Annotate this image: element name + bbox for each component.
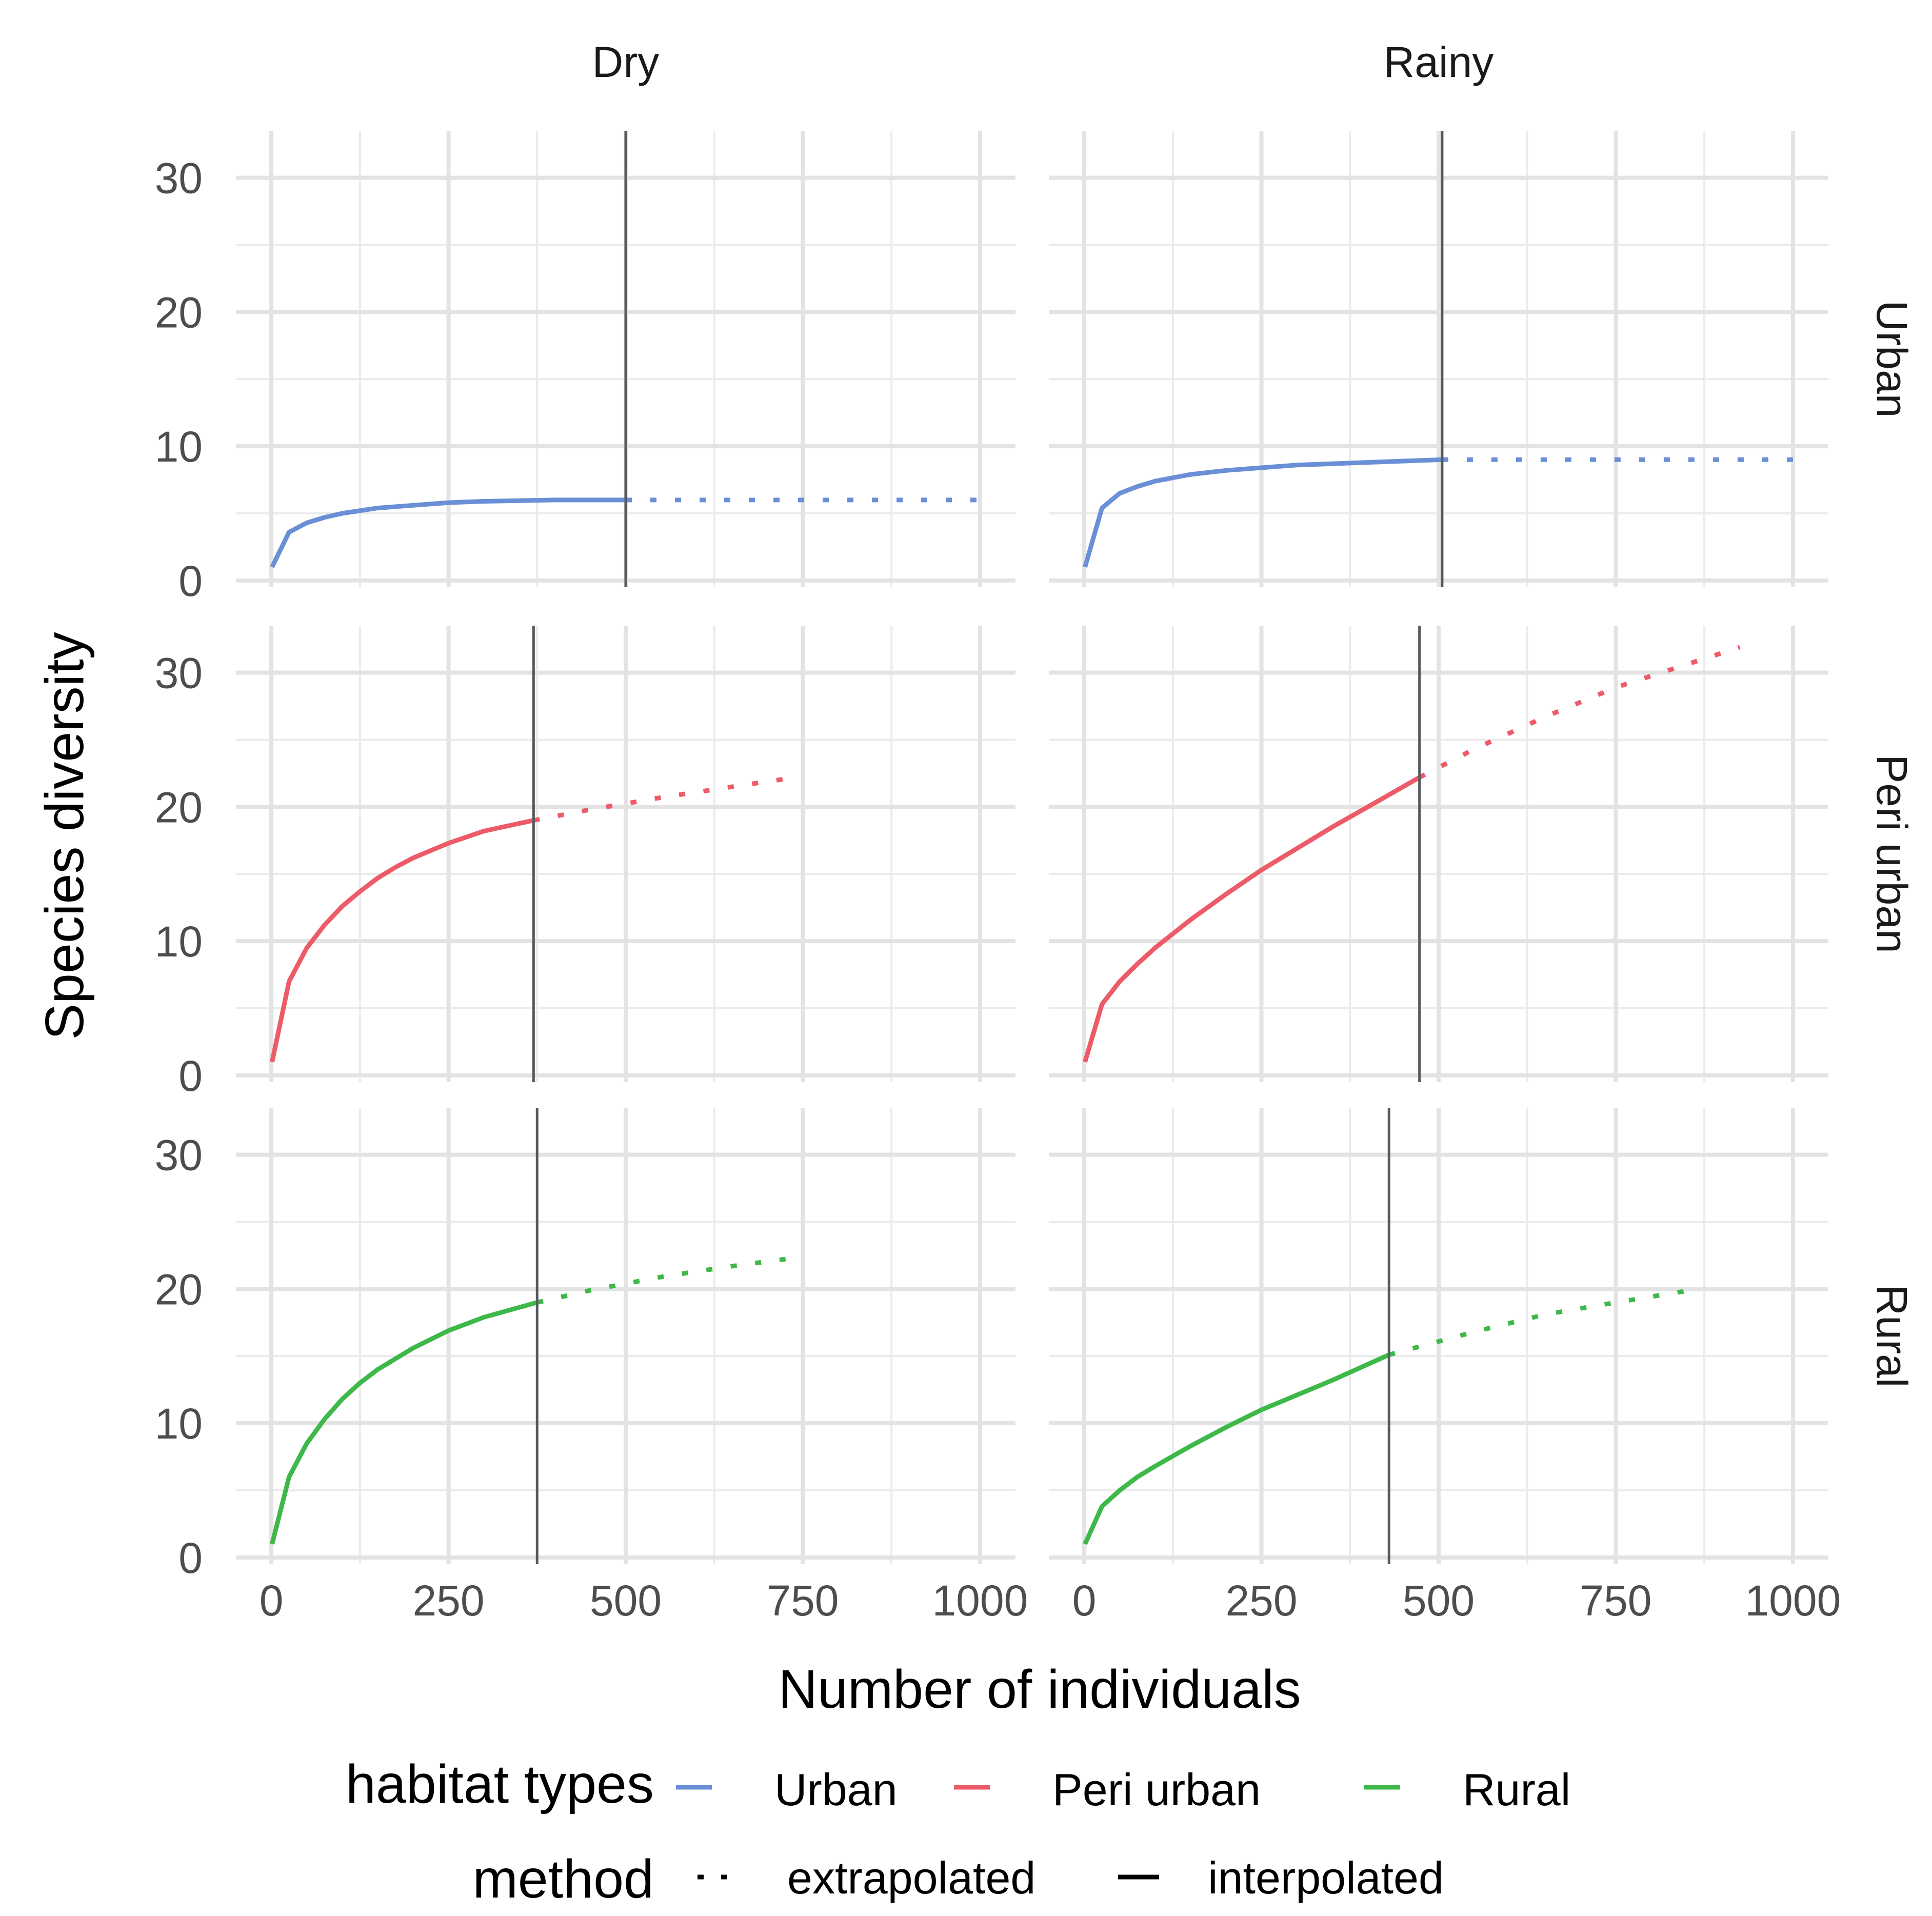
- x-tick-label: 500: [590, 1576, 662, 1625]
- extrapolated-curve: [533, 775, 796, 823]
- y-tick-label: 0: [178, 1534, 203, 1582]
- x-tick-label: 0: [1072, 1576, 1097, 1625]
- y-tick-label: 10: [155, 917, 203, 966]
- panel-dry-rural: [236, 1108, 1015, 1564]
- strip-rural: Rural: [1868, 1285, 1916, 1388]
- panel-dry-urban: [236, 131, 1015, 587]
- y-tick-label: 0: [178, 557, 203, 605]
- x-tick-label: 1000: [1745, 1576, 1841, 1625]
- y-axis-title: Species diversity: [34, 632, 95, 1040]
- y-tick-label: 10: [155, 1400, 203, 1448]
- legend-title-method: method: [472, 1849, 654, 1909]
- y-tick-label: 30: [155, 154, 203, 203]
- interpolated-curve: [270, 497, 626, 568]
- x-tick-label: 250: [412, 1576, 484, 1625]
- strip-peri-urban: Peri urban: [1868, 754, 1916, 953]
- facet-panels: [236, 131, 1828, 1564]
- legend-label-urban: Urban: [774, 1764, 898, 1815]
- interpolated-curve: [1083, 775, 1421, 1063]
- interpolated-curve: [1083, 1352, 1390, 1545]
- x-tick-label: 500: [1403, 1576, 1475, 1625]
- y-tick-label: 20: [155, 288, 203, 336]
- axis-tick-labels: 0 10 20 30 0 10 20 30 0 10 20 30 0 250 500 750 1000 0 250 5…: [155, 154, 1841, 1625]
- legend: habitat types Urban Peri urban Rural method e…: [346, 1754, 1570, 1909]
- x-tick-label: 1000: [932, 1576, 1028, 1625]
- y-tick-label: 20: [155, 1265, 203, 1313]
- interpolated-curve: [270, 1300, 538, 1545]
- x-tick-label: 250: [1225, 1576, 1297, 1625]
- y-tick-label: 10: [155, 423, 203, 471]
- interpolated-curve: [1083, 457, 1443, 568]
- panel-dry-peri-urban: [236, 626, 1015, 1082]
- x-tick-label: 0: [260, 1576, 284, 1625]
- y-tick-label: 30: [155, 1131, 203, 1180]
- panel-rainy-peri-urban: [1049, 626, 1828, 1082]
- x-tick-label: 750: [767, 1576, 839, 1625]
- legend-label-extrapolated: extrapolated: [787, 1852, 1035, 1903]
- extrapolated-curve: [1418, 645, 1741, 780]
- strip-dry: Dry: [592, 38, 660, 86]
- facet-strips: Dry Rainy Urban Peri urban Rural: [592, 38, 1916, 1387]
- interpolated-curve: [270, 818, 534, 1063]
- y-tick-label: 30: [155, 649, 203, 697]
- y-tick-label: 20: [155, 783, 203, 831]
- strip-rainy: Rainy: [1384, 38, 1494, 86]
- legend-label-interpolated: interpolated: [1208, 1852, 1444, 1903]
- strip-urban: Urban: [1868, 301, 1916, 418]
- panel-rainy-urban: [1049, 131, 1828, 587]
- extrapolated-curve: [536, 1254, 804, 1305]
- legend-label-peri-urban: Peri urban: [1052, 1764, 1261, 1815]
- legend-title-habitat: habitat types: [346, 1754, 654, 1814]
- legend-label-rural: Rural: [1463, 1764, 1570, 1815]
- y-tick-label: 0: [178, 1052, 203, 1100]
- panel-rainy-rural: [1049, 1108, 1828, 1564]
- extrapolated-curve: [1388, 1288, 1691, 1357]
- x-axis-title: Number of individuals: [778, 1659, 1301, 1720]
- x-tick-label: 750: [1580, 1576, 1651, 1625]
